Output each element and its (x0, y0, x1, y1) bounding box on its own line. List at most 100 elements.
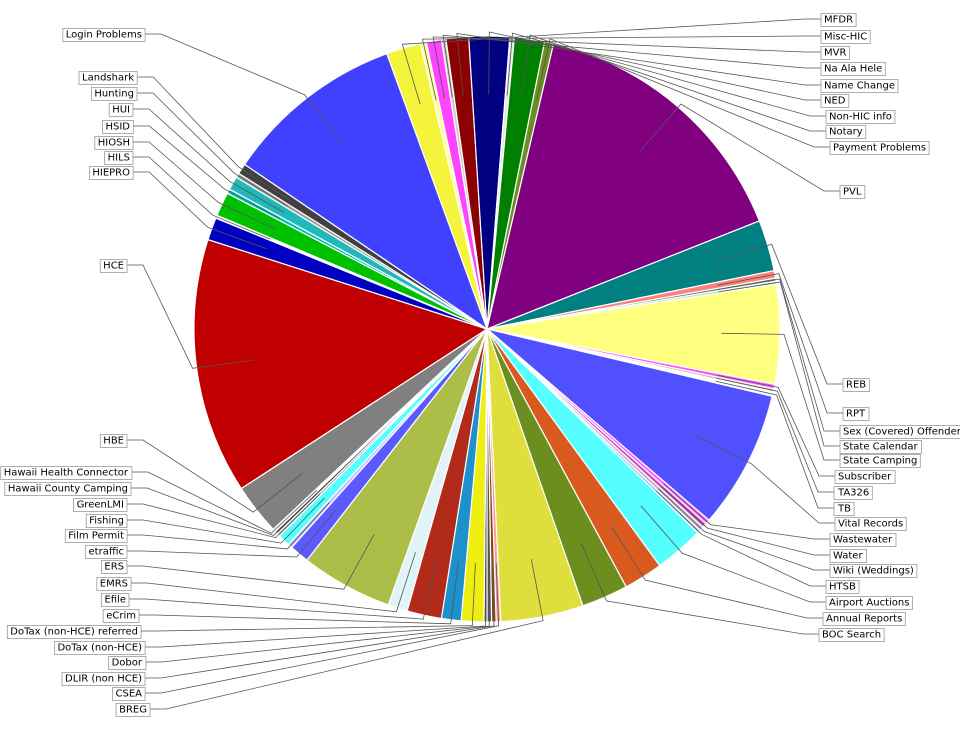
slice-label-subscriber: Subscriber (838, 472, 892, 483)
slice-label-water: Water (833, 551, 863, 562)
slice-label-misc-hic: Misc-HIC (824, 32, 867, 43)
slice-label-breg: BREG (119, 705, 147, 716)
label-box (842, 407, 870, 421)
leader-fishing (127, 497, 325, 544)
slice-label-dobor: Dobor (112, 658, 143, 669)
label-wastewater: Wastewater (829, 533, 897, 547)
slice-label-airport-auctions: Airport Auctions (829, 598, 909, 609)
label-box (85, 514, 128, 528)
leader-hawaii-health-connector (131, 471, 318, 534)
leader-hils (133, 156, 271, 240)
label-efile: Efile (101, 593, 130, 607)
leader-efile (129, 557, 438, 620)
label-hui: HUI (108, 103, 134, 117)
leader-film-permit (127, 502, 330, 550)
label-box (115, 703, 151, 717)
leader-mfdr (401, 18, 821, 105)
slice-label-state-camping: State Camping (843, 456, 917, 467)
label-water: Water (829, 549, 867, 563)
label-box (820, 30, 871, 44)
leader-na-ala-hele (442, 34, 821, 98)
label-subscriber: Subscriber (834, 470, 896, 484)
label-box (818, 628, 885, 642)
label-state-calendar: State Calendar (839, 440, 922, 454)
leader-reb (711, 243, 843, 385)
slice-label-hawaii-health-connector: Hawaii Health Connector (4, 468, 129, 479)
leader-annual-reports (611, 527, 823, 619)
leader-sex-covered-offender (717, 278, 840, 432)
slice-label-hiepro: HIEPRO (92, 168, 130, 179)
slice-label-hsid: HSID (105, 122, 130, 133)
label-landshark: Landshark (78, 71, 138, 85)
label-box (829, 549, 867, 563)
leader-notary (520, 34, 826, 132)
label-etraffic: etraffic (85, 545, 128, 559)
leader-payment-problems (536, 38, 830, 148)
slice-label-fishing: Fishing (89, 516, 124, 527)
label-box (839, 454, 921, 468)
leader-state-camping (721, 332, 840, 461)
label-ned: NED (820, 94, 850, 108)
label-box (833, 502, 855, 516)
label-box (104, 151, 134, 165)
label-na-ala-hele: Na Ala Hele (820, 62, 886, 76)
label-fishing: Fishing (85, 514, 128, 528)
slice-label-payment-problems: Payment Problems (833, 143, 926, 154)
leader-vital-records (695, 435, 835, 524)
label-box (6, 625, 142, 639)
label-hiepro: HIEPRO (89, 166, 134, 180)
slice-label-rpt: RPT (846, 409, 866, 420)
label-box (820, 13, 857, 27)
label-hbe: HBE (99, 434, 128, 448)
slice-label-hawaii-county-camping: Hawaii County Camping (8, 484, 128, 495)
leader-ned (488, 31, 821, 101)
leader-state-calendar (718, 281, 840, 447)
label-dotax-non-hce: DoTax (non-HCE) (54, 641, 146, 655)
slice-label-ned: NED (824, 96, 846, 107)
label-box (825, 596, 913, 610)
label-box (839, 425, 960, 439)
leader-wastewater (663, 483, 830, 540)
label-dobor: Dobor (108, 656, 147, 670)
label-emrs: EMRS (96, 577, 132, 591)
leader-misc-hic (422, 35, 821, 101)
leader-mvr (432, 36, 821, 99)
label-mfdr: MFDR (820, 13, 857, 27)
leader-dlir-non-hce (145, 563, 495, 679)
leader-htsb (656, 490, 826, 587)
label-box (825, 125, 867, 139)
leader-non-hic-info (506, 32, 826, 117)
leader-hce (127, 264, 255, 369)
label-csea: CSEA (112, 687, 146, 701)
label-box (101, 593, 130, 607)
label-box (829, 141, 930, 155)
slice-label-name-change: Name Change (824, 81, 895, 92)
label-ta326: TA326 (833, 486, 873, 500)
label-box (820, 46, 850, 60)
slice-label-state-calendar: State Calendar (843, 442, 919, 453)
leader-landshark (137, 76, 291, 202)
label-box (839, 440, 922, 454)
label-ers: ERS (101, 560, 128, 574)
slice-label-hils: HILS (108, 153, 130, 164)
slice-label-mvr: MVR (824, 48, 846, 59)
pie-slices (193, 35, 781, 623)
slice-label-hbe: HBE (103, 436, 124, 447)
label-box (829, 564, 918, 578)
slice-label-annual-reports: Annual Reports (826, 614, 902, 625)
label-vital-records: Vital Records (834, 517, 907, 531)
leader-ecrim (139, 561, 459, 625)
slice-label-pvl: PVL (843, 187, 862, 198)
label-dotax-non-hce-referred: DoTax (non-HCE) referred (6, 625, 142, 639)
slice-label-dotax-non-hce-referred: DoTax (non-HCE) referred (10, 627, 138, 638)
slice-label-etraffic: etraffic (89, 547, 124, 558)
leader-hawaii-county-camping (131, 487, 319, 536)
label-box (78, 71, 138, 85)
label-hsid: HSID (102, 120, 134, 134)
leader-lines (127, 18, 843, 710)
leader-dotax-non-hce (145, 563, 487, 648)
slice-label-boc-search: BOC Search (822, 630, 881, 641)
slice-label-wastewater: Wastewater (833, 535, 893, 546)
leader-login-problems (145, 33, 344, 145)
label-box (825, 580, 860, 594)
